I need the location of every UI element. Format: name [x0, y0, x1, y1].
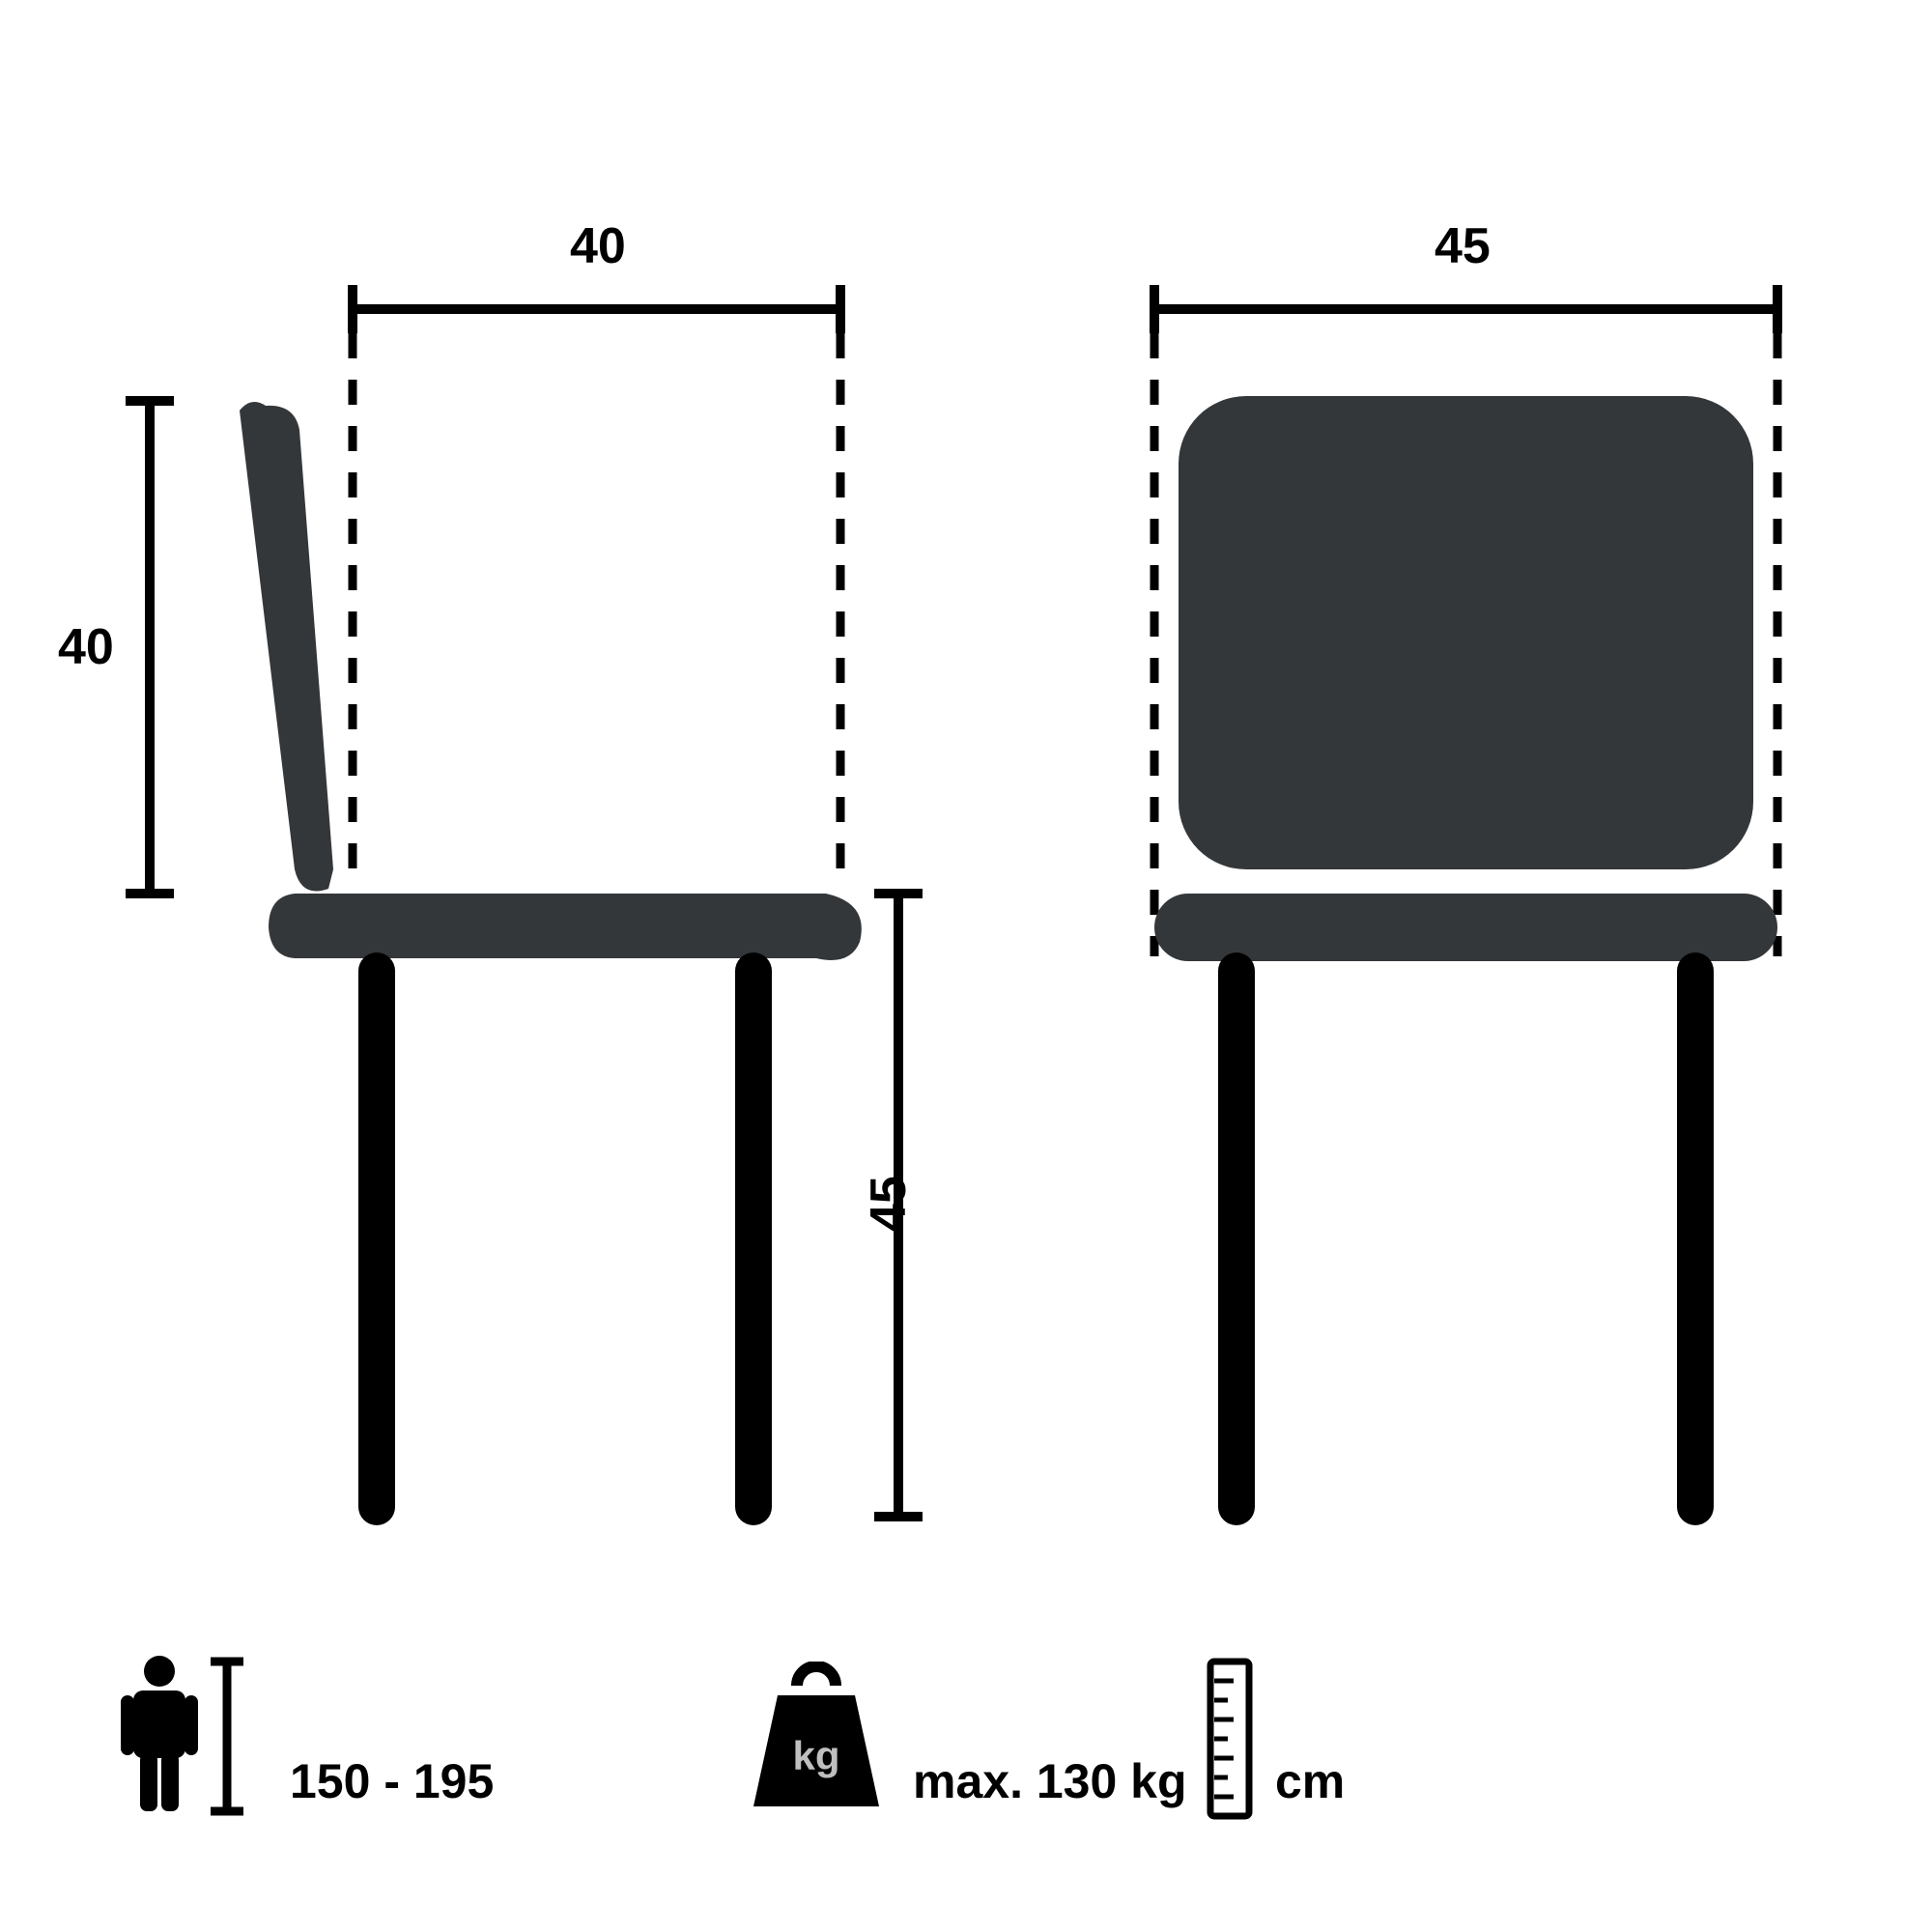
chair-front-view [1101, 261, 1835, 1546]
legend-height-range: 150 - 195 [290, 1753, 494, 1809]
dim-seat-depth: 40 [570, 217, 626, 275]
svg-text:kg: kg [792, 1733, 839, 1778]
ruler-icon [1203, 1657, 1261, 1821]
legend-max-weight: max. 130 kg [913, 1753, 1187, 1809]
chair-side-view [97, 261, 927, 1546]
weight-icon: kg [744, 1662, 889, 1816]
legend-unit: cm [1275, 1753, 1345, 1809]
chair-dimension-diagram: 40 40 45 45 [0, 0, 1932, 1932]
person-height-icon [106, 1647, 280, 1821]
dim-seat-width: 45 [1435, 217, 1491, 275]
dim-back-height: 40 [58, 618, 114, 676]
dim-seat-height: 45 [860, 1176, 918, 1232]
